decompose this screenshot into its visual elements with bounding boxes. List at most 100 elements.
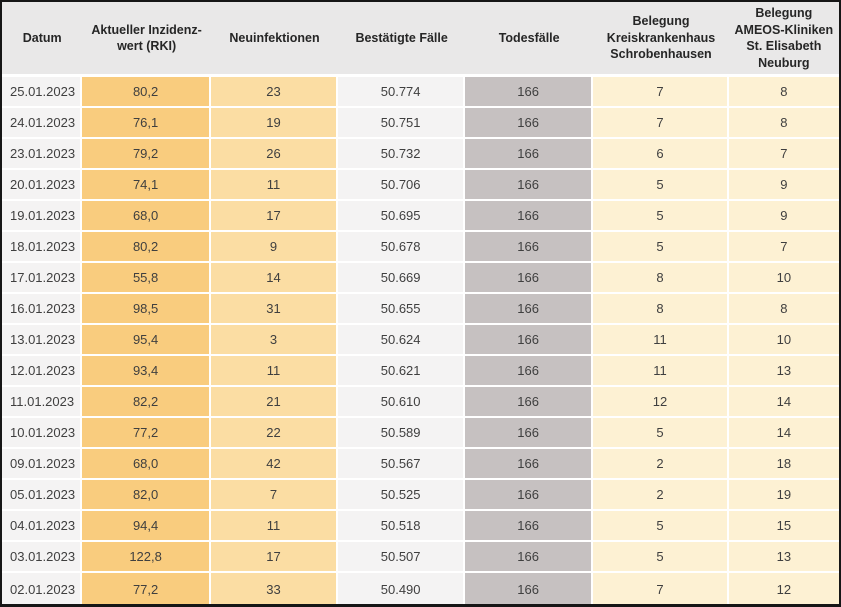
cell-inzidenz: 76,1 — [82, 108, 211, 139]
cell-neuinf: 3 — [210, 325, 339, 356]
cell-todes: 166 — [465, 325, 594, 356]
cell-kkh: 5 — [593, 201, 729, 232]
cell-kkh: 12 — [593, 387, 729, 418]
table-row: 17.01.2023 55,8 14 50.669 166 8 10 — [2, 263, 839, 294]
cell-kkh: 7 — [593, 573, 729, 604]
cell-todes: 166 — [465, 294, 594, 325]
cell-inzidenz: 68,0 — [82, 201, 211, 232]
cell-datum: 19.01.2023 — [2, 201, 83, 232]
table-row: 12.01.2023 93,4 11 50.621 166 11 13 — [2, 356, 839, 387]
cell-best: 50.669 — [338, 263, 465, 294]
table-row: 10.01.2023 77,2 22 50.589 166 5 14 — [2, 418, 839, 449]
cell-datum: 13.01.2023 — [2, 325, 83, 356]
cell-neuinf: 22 — [210, 418, 339, 449]
cell-neuinf: 33 — [210, 573, 339, 604]
cell-best: 50.610 — [338, 387, 465, 418]
cell-kkh: 8 — [593, 263, 729, 294]
cell-inzidenz: 79,2 — [82, 139, 211, 170]
cell-ameos: 13 — [728, 356, 839, 387]
cell-neuinf: 9 — [210, 232, 339, 263]
cell-todes: 166 — [465, 77, 594, 108]
table-header: Datum Aktueller Inzidenz- wert (RKI) Neuin… — [2, 2, 839, 77]
cell-best: 50.706 — [338, 170, 465, 201]
cell-kkh: 8 — [593, 294, 729, 325]
cell-best: 50.589 — [338, 418, 465, 449]
column-header-todes: Todesfälle — [465, 2, 594, 77]
cell-kkh: 5 — [593, 170, 729, 201]
cell-datum: 16.01.2023 — [2, 294, 83, 325]
cell-best: 50.525 — [338, 480, 465, 511]
cell-datum: 02.01.2023 — [2, 573, 83, 604]
cell-datum: 20.01.2023 — [2, 170, 83, 201]
cell-inzidenz: 55,8 — [82, 263, 211, 294]
cell-todes: 166 — [465, 201, 594, 232]
table-row: 13.01.2023 95,4 3 50.624 166 11 10 — [2, 325, 839, 356]
cell-neuinf: 31 — [210, 294, 339, 325]
cell-kkh: 7 — [593, 108, 729, 139]
cell-inzidenz: 77,2 — [82, 573, 211, 604]
table-row: 03.01.2023 122,8 17 50.507 166 5 13 — [2, 542, 839, 573]
cell-ameos: 8 — [728, 77, 839, 108]
table-row: 20.01.2023 74,1 11 50.706 166 5 9 — [2, 170, 839, 201]
cell-datum: 18.01.2023 — [2, 232, 83, 263]
cell-inzidenz: 77,2 — [82, 418, 211, 449]
table-body: 25.01.2023 80,2 23 50.774 166 7 8 24.01.2023 76,… — [2, 77, 839, 604]
cell-best: 50.751 — [338, 108, 465, 139]
column-header-best: Bestätigte Fälle — [338, 2, 465, 77]
cell-best: 50.732 — [338, 139, 465, 170]
cell-inzidenz: 68,0 — [82, 449, 211, 480]
cell-kkh: 5 — [593, 232, 729, 263]
cell-inzidenz: 80,2 — [82, 232, 211, 263]
cell-kkh: 2 — [593, 480, 729, 511]
cell-inzidenz: 95,4 — [82, 325, 211, 356]
cell-best: 50.655 — [338, 294, 465, 325]
cell-datum: 25.01.2023 — [2, 77, 83, 108]
cell-inzidenz: 82,0 — [82, 480, 211, 511]
cell-neuinf: 23 — [210, 77, 339, 108]
table-row: 04.01.2023 94,4 11 50.518 166 5 15 — [2, 511, 839, 542]
cell-ameos: 7 — [728, 139, 839, 170]
cell-kkh: 5 — [593, 542, 729, 573]
cell-neuinf: 17 — [210, 542, 339, 573]
cell-neuinf: 11 — [210, 356, 339, 387]
cell-best: 50.518 — [338, 511, 465, 542]
cell-todes: 166 — [465, 542, 594, 573]
cell-neuinf: 42 — [210, 449, 339, 480]
cell-ameos: 19 — [728, 480, 839, 511]
cell-datum: 09.01.2023 — [2, 449, 83, 480]
cell-neuinf: 21 — [210, 387, 339, 418]
cell-inzidenz: 82,2 — [82, 387, 211, 418]
cell-datum: 12.01.2023 — [2, 356, 83, 387]
cell-ameos: 13 — [728, 542, 839, 573]
cell-todes: 166 — [465, 418, 594, 449]
cell-inzidenz: 98,5 — [82, 294, 211, 325]
table-row: 09.01.2023 68,0 42 50.567 166 2 18 — [2, 449, 839, 480]
cell-ameos: 8 — [728, 294, 839, 325]
cell-datum: 10.01.2023 — [2, 418, 83, 449]
cell-inzidenz: 74,1 — [82, 170, 211, 201]
column-header-datum: Datum — [2, 2, 83, 77]
cell-kkh: 7 — [593, 77, 729, 108]
cell-best: 50.621 — [338, 356, 465, 387]
cell-ameos: 7 — [728, 232, 839, 263]
cell-ameos: 10 — [728, 263, 839, 294]
table-row: 18.01.2023 80,2 9 50.678 166 5 7 — [2, 232, 839, 263]
cell-ameos: 10 — [728, 325, 839, 356]
cell-best: 50.695 — [338, 201, 465, 232]
table-row: 25.01.2023 80,2 23 50.774 166 7 8 — [2, 77, 839, 108]
cell-ameos: 9 — [728, 201, 839, 232]
cell-kkh: 11 — [593, 325, 729, 356]
cell-todes: 166 — [465, 449, 594, 480]
cell-kkh: 6 — [593, 139, 729, 170]
cell-best: 50.567 — [338, 449, 465, 480]
cell-best: 50.490 — [338, 573, 465, 604]
cell-kkh: 2 — [593, 449, 729, 480]
cell-inzidenz: 80,2 — [82, 77, 211, 108]
table-row: 02.01.2023 77,2 33 50.490 166 7 12 — [2, 573, 839, 604]
table-row: 24.01.2023 76,1 19 50.751 166 7 8 — [2, 108, 839, 139]
cell-datum: 04.01.2023 — [2, 511, 83, 542]
cell-best: 50.624 — [338, 325, 465, 356]
table-row: 11.01.2023 82,2 21 50.610 166 12 14 — [2, 387, 839, 418]
cell-ameos: 18 — [728, 449, 839, 480]
